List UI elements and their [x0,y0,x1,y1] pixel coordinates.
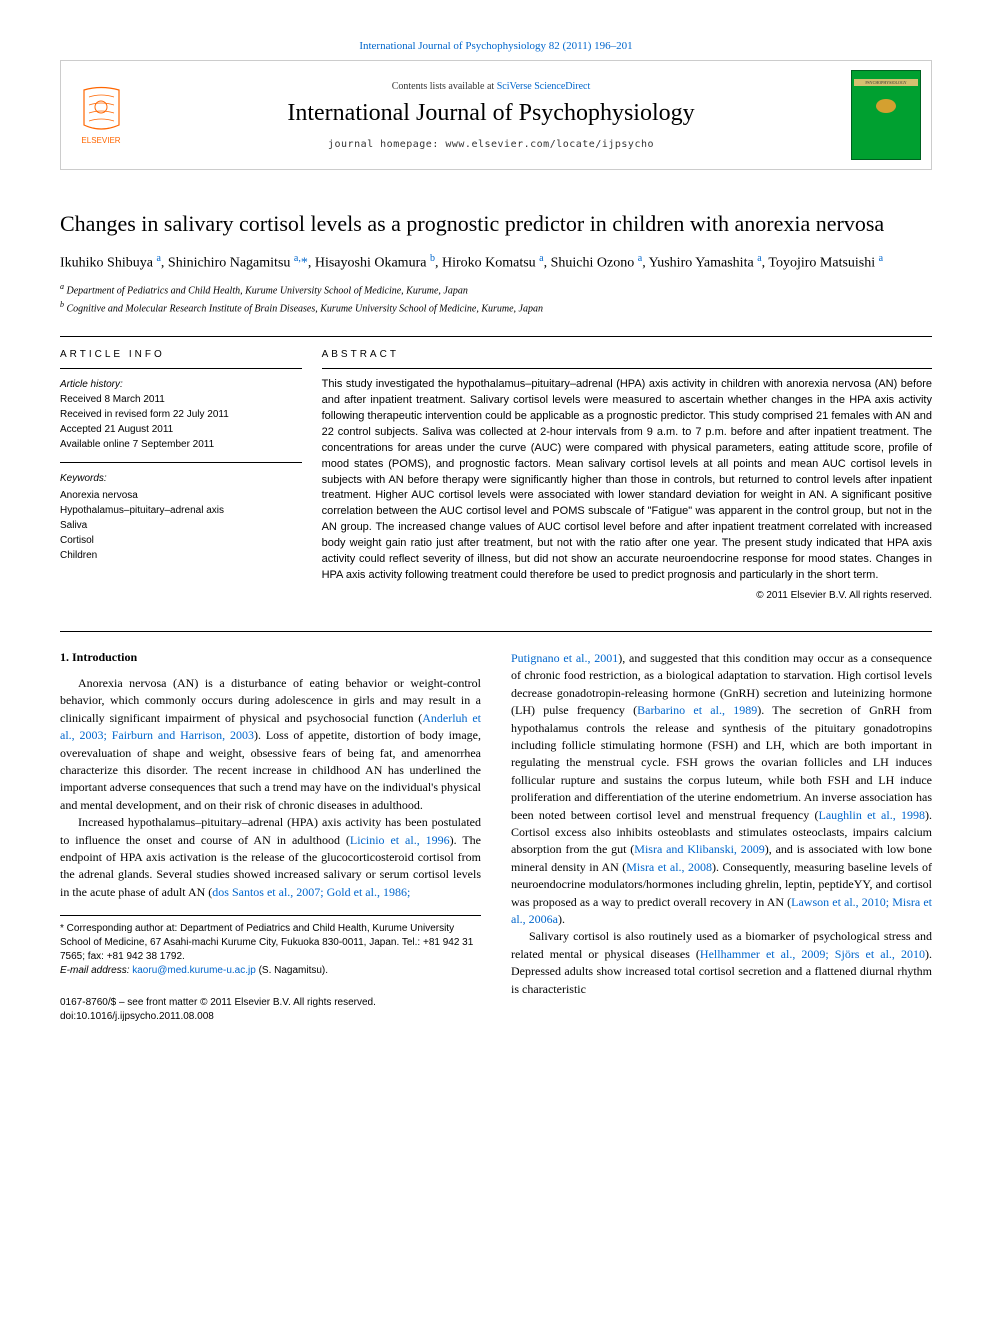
affiliations: a Department of Pediatrics and Child Hea… [60,281,932,316]
keyword-item: Saliva [60,518,302,533]
abstract-copyright: © 2011 Elsevier B.V. All rights reserved… [322,590,932,601]
left-column: 1. Introduction Anorexia nervosa (AN) is… [60,650,481,1024]
ref-link[interactable]: Hellhammer et al., 2009; Sjörs et al., 2… [700,947,925,961]
abstract-heading: abstract [322,349,932,360]
email-line: E-mail address: kaoru@med.kurume-u.ac.jp… [60,964,481,978]
corresponding-author-footer: * Corresponding author at: Department of… [60,915,481,978]
affiliation-a: a Department of Pediatrics and Child Hea… [60,281,932,298]
doi-line: doi:10.1016/j.ijpsycho.2011.08.008 [60,1010,481,1024]
keyword-item: Cortisol [60,533,302,548]
ref-link[interactable]: Misra et al., 2008 [626,860,712,874]
ref-link[interactable]: Laughlin et al., 1998 [819,808,926,822]
article-info-heading: article info [60,349,302,360]
journal-header: ELSEVIER Contents lists available at Sci… [60,60,932,170]
ref-link[interactable]: dos Santos et al., 2007; Gold et al., 19… [212,885,410,899]
journal-cover: PSYCHOPHYSIOLOGY [851,70,921,160]
keyword-item: Children [60,548,302,563]
contents-line: Contents lists available at SciVerse Sci… [141,81,841,92]
homepage-line: journal homepage: www.elsevier.com/locat… [141,139,841,150]
ref-link[interactable]: Misra and Klibanski, 2009 [634,842,764,856]
homepage-url[interactable]: www.elsevier.com/locate/ijpsycho [445,139,654,150]
right-column: Putignano et al., 2001), and suggested t… [511,650,932,1024]
email-suffix: (S. Nagamitsu). [256,965,328,976]
keyword-item: Anorexia nervosa [60,488,302,503]
journal-citation-link[interactable]: International Journal of Psychophysiolog… [60,40,932,52]
publisher-logo-cell: ELSEVIER [61,61,141,169]
affiliation-b: b Cognitive and Molecular Research Insti… [60,299,932,316]
received-date: Received 8 March 2011 [60,392,302,407]
cover-band: PSYCHOPHYSIOLOGY [854,79,918,86]
body-text-left: Anorexia nervosa (AN) is a disturbance o… [60,675,481,901]
homepage-prefix: journal homepage: [328,139,445,150]
journal-cover-cell: PSYCHOPHYSIOLOGY [841,61,931,169]
contents-prefix: Contents lists available at [392,81,497,92]
authors-list: Ikuhiko Shibuya a, Shinichiro Nagamitsu … [60,251,932,274]
abstract-column: abstract This study investigated the hyp… [322,337,932,601]
cover-icon [876,99,896,113]
email-label: E-mail address: [60,965,132,976]
revised-date: Received in revised form 22 July 2011 [60,407,302,422]
keywords-label: Keywords: [60,471,302,486]
keywords-list: Anorexia nervosaHypothalamus–pituitary–a… [60,488,302,563]
ref-link[interactable]: Putignano et al., 2001 [511,651,618,665]
footer-meta: 0167-8760/$ – see front matter © 2011 El… [60,996,481,1024]
journal-title: International Journal of Psychophysiolog… [141,100,841,127]
ref-link[interactable]: Barbarino et al., 1989 [637,703,757,717]
history-label: Article history: [60,377,302,392]
header-center: Contents lists available at SciVerse Sci… [141,73,841,158]
article-title: Changes in salivary cortisol levels as a… [60,210,932,239]
body-text-right: Putignano et al., 2001), and suggested t… [511,650,932,998]
elsevier-logo: ELSEVIER [74,85,129,145]
abstract-text: This study investigated the hypothalamus… [322,377,932,584]
introduction-heading: 1. Introduction [60,650,481,665]
article-info-column: article info Article history: Received 8… [60,337,322,601]
accepted-date: Accepted 21 August 2011 [60,422,302,437]
sciencedirect-link[interactable]: SciVerse ScienceDirect [497,81,591,92]
email-link[interactable]: kaoru@med.kurume-u.ac.jp [132,965,256,976]
issn-line: 0167-8760/$ – see front matter © 2011 El… [60,996,481,1010]
online-date: Available online 7 September 2011 [60,437,302,452]
keyword-item: Hypothalamus–pituitary–adrenal axis [60,503,302,518]
corresp-text: * Corresponding author at: Department of… [60,922,481,964]
ref-link[interactable]: Licinio et al., 1996 [350,833,450,847]
svg-text:ELSEVIER: ELSEVIER [81,136,120,145]
